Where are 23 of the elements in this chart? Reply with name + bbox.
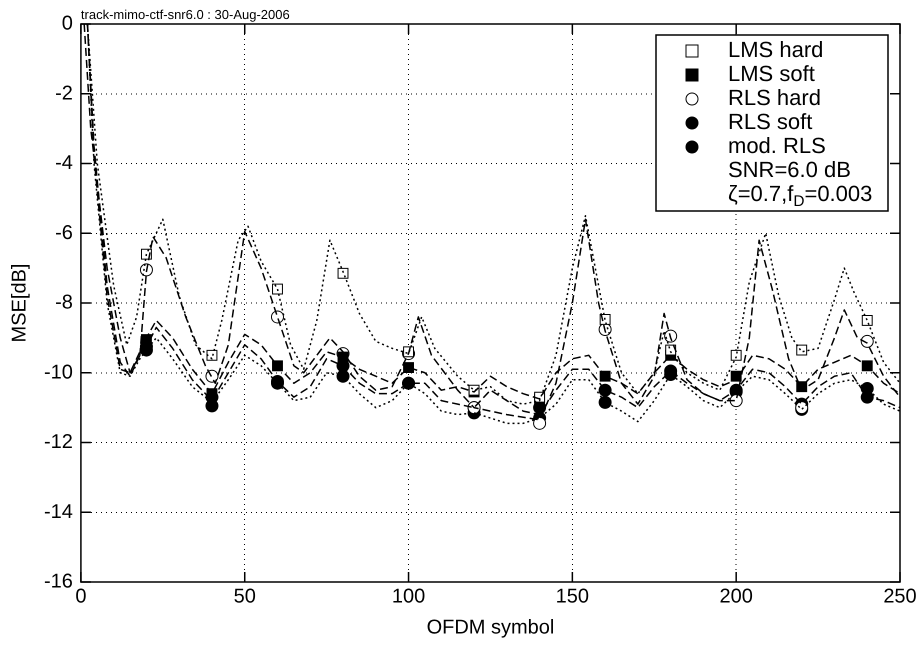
legend-label: LMS soft xyxy=(728,61,815,86)
y-tick-label: -6 xyxy=(55,222,73,244)
x-tick-label: 100 xyxy=(392,586,426,608)
y-tick-label: -2 xyxy=(55,82,73,104)
legend-label: LMS hard xyxy=(728,37,824,62)
x-tick-label: 200 xyxy=(719,586,753,608)
y-tick-label: -4 xyxy=(55,152,73,174)
y-tick-label: -16 xyxy=(44,570,73,593)
y-tick-label: 0 xyxy=(62,12,73,35)
legend-label: RLS hard xyxy=(728,85,821,110)
y-tick-label: -14 xyxy=(44,500,73,523)
x-axis-title: OFDM symbol xyxy=(426,616,554,639)
x-tick-label: 50 xyxy=(234,586,256,608)
legend-label: mod. RLS xyxy=(728,133,826,158)
x-tick-label: 150 xyxy=(556,586,590,608)
y-tick-label: -10 xyxy=(44,361,73,384)
y-tick-label: -8 xyxy=(55,292,73,314)
annotation: SNR=6.0 dB xyxy=(728,157,851,182)
legend-label: RLS soft xyxy=(728,109,812,134)
y-axis-title: MSE[dB] xyxy=(8,264,31,342)
y-tick-label: -12 xyxy=(44,431,73,454)
chart-title: track-mimo-ctf-snr6.0 : 30-Aug-2006 xyxy=(80,7,290,22)
x-tick-label: 250 xyxy=(883,586,917,608)
